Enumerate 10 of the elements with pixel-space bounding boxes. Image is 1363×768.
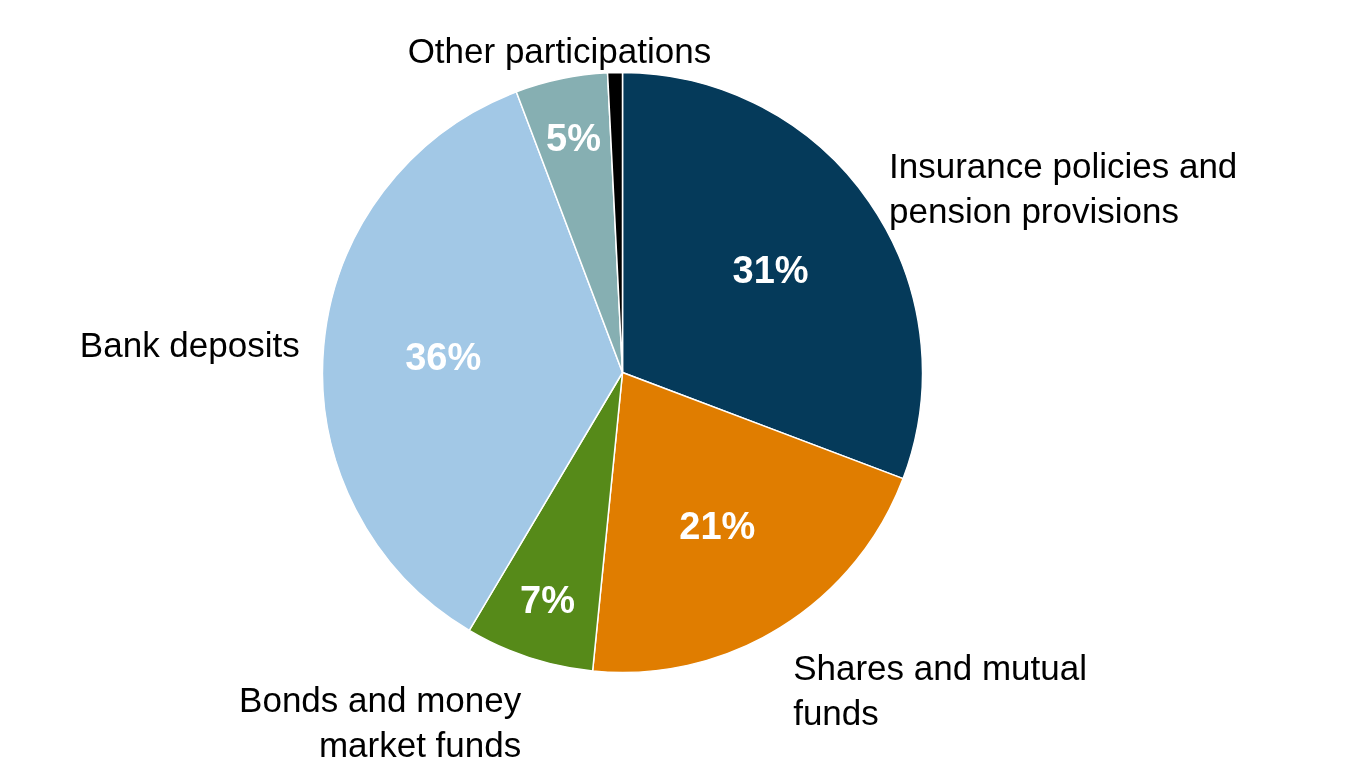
slice-label: Insurance policies and pension provisions: [889, 146, 1238, 231]
data-label: 5%: [546, 116, 601, 159]
slice-label: Bonds and money market funds: [239, 680, 522, 765]
slice-label: Bank deposits: [79, 324, 300, 364]
slice-label: Other participations: [407, 31, 712, 71]
data-label: 36%: [405, 335, 482, 378]
data-label: 7%: [520, 579, 575, 622]
data-label: 31%: [732, 249, 809, 292]
slice-label: Shares and mutual funds: [793, 647, 1087, 732]
data-label: 21%: [679, 504, 756, 547]
